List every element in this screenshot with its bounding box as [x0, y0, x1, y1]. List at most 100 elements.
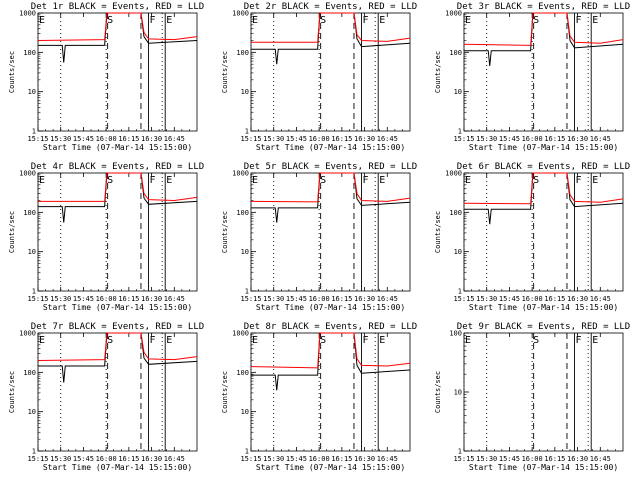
y-axis-label: Counts/sec: [434, 211, 442, 253]
time-marker-label: E: [465, 175, 471, 186]
time-marker-label: F: [576, 335, 582, 346]
time-marker-label: E: [592, 15, 598, 26]
y-tick-label: 1000: [232, 330, 249, 338]
x-tick-label: 15:30: [263, 295, 284, 303]
x-axis-label: Start Time (07-Mar-14 15:15:00): [469, 463, 618, 472]
x-tick-label: 16:45: [164, 135, 185, 143]
y-axis-label: Counts/sec: [434, 371, 442, 413]
y-tick-label: 1: [245, 448, 249, 456]
y-tick-label: 10: [454, 248, 462, 256]
time-marker-label: E: [252, 175, 258, 186]
y-axis-label: Counts/sec: [8, 51, 16, 93]
y-tick-label: 1: [245, 128, 249, 136]
time-marker-label: E: [166, 15, 172, 26]
x-tick-label: 16:30: [354, 135, 375, 143]
x-tick-label: 15:15: [240, 135, 261, 143]
series-lld-line: [37, 12, 198, 41]
x-tick-label: 15:30: [50, 135, 71, 143]
time-marker-label: E: [379, 175, 385, 186]
x-tick-label: 16:45: [164, 295, 185, 303]
y-tick-label: 10: [28, 88, 36, 96]
x-axis-label: Start Time (07-Mar-14 15:15:00): [43, 143, 192, 152]
plot-frame: [250, 332, 411, 452]
panel-title: Det 2r BLACK = Events, RED = LLD: [244, 2, 417, 12]
x-tick-label: 16:15: [331, 455, 352, 463]
time-marker-label: E: [592, 335, 598, 346]
x-tick-label: 16:00: [522, 135, 543, 143]
time-marker-label: F: [363, 175, 369, 186]
x-axis-label: Start Time (07-Mar-14 15:15:00): [43, 303, 192, 312]
time-marker-label: E: [379, 335, 385, 346]
x-tick-label: 16:45: [377, 455, 398, 463]
x-tick-label: 16:00: [309, 295, 330, 303]
panel-title: Det 3r BLACK = Events, RED = LLD: [457, 2, 630, 12]
y-tick-label: 10: [454, 88, 462, 96]
time-marker-label: E: [166, 335, 172, 346]
panel-title: Det 4r BLACK = Events, RED = LLD: [31, 162, 204, 172]
time-marker-label: S: [320, 175, 326, 186]
y-tick-label: 1: [245, 288, 249, 296]
time-marker-label: S: [107, 335, 113, 346]
time-marker-label: F: [363, 335, 369, 346]
time-marker-label: F: [150, 15, 156, 26]
panel-det-7: Det 7r BLACK = Events, RED = LLD 1 10 100 10…: [8, 322, 204, 472]
x-tick-label: 16:45: [164, 455, 185, 463]
y-tick-label: 100: [23, 209, 36, 217]
x-tick-label: 15:30: [50, 295, 71, 303]
y-tick-label: 10: [28, 248, 36, 256]
series-lld-line: [250, 172, 411, 203]
x-tick-label: 15:15: [240, 295, 261, 303]
time-marker-label: F: [363, 15, 369, 26]
x-axis-label: Start Time (07-Mar-14 15:15:00): [43, 463, 192, 472]
time-marker-label: E: [252, 335, 258, 346]
time-marker-label: E: [39, 175, 45, 186]
y-tick-label: 1: [32, 448, 36, 456]
x-tick-label: 16:15: [544, 455, 565, 463]
time-marker-label: E: [39, 335, 45, 346]
time-marker-label: E: [39, 15, 45, 26]
time-marker-label: S: [533, 175, 539, 186]
x-tick-label: 15:45: [286, 295, 307, 303]
x-tick-label: 16:00: [522, 455, 543, 463]
y-tick-label: 10: [28, 408, 36, 416]
panel-det-3: Det 3r BLACK = Events, RED = LLD 1 10 100 10…: [434, 2, 630, 152]
series-events-line: [251, 332, 411, 391]
y-tick-label: 1000: [445, 10, 462, 18]
x-tick-label: 16:30: [141, 295, 162, 303]
y-tick-label: 100: [23, 369, 36, 377]
time-marker-label: E: [379, 15, 385, 26]
panel-det-8: Det 8r BLACK = Events, RED = LLD 1 10 100 10…: [221, 322, 417, 472]
y-axis-label: Counts/sec: [434, 51, 442, 93]
series-events-line: [38, 332, 198, 383]
time-marker-label: E: [465, 15, 471, 26]
series-events-line: [251, 12, 411, 65]
time-marker-label: E: [465, 335, 471, 346]
time-marker-label: S: [320, 15, 326, 26]
x-tick-label: 15:30: [476, 135, 497, 143]
y-tick-label: 10: [241, 88, 249, 96]
x-tick-label: 16:45: [590, 455, 611, 463]
plot-frame: [37, 332, 198, 452]
x-tick-label: 16:15: [331, 135, 352, 143]
plot-frame: [37, 172, 198, 292]
y-tick-label: 100: [236, 49, 249, 57]
plot-frame: [250, 172, 411, 292]
y-tick-label: 1000: [19, 10, 36, 18]
panel-det-9: Det 9r BLACK = Events, RED = LLD 1 10 100 15…: [434, 322, 630, 472]
x-tick-label: 15:15: [27, 295, 48, 303]
y-tick-label: 100: [236, 369, 249, 377]
y-tick-label: 100: [449, 49, 462, 57]
x-tick-label: 16:30: [567, 135, 588, 143]
panel-title: Det 9r BLACK = Events, RED = LLD: [457, 322, 630, 332]
x-tick-label: 15:45: [73, 455, 94, 463]
series-events-line: [464, 12, 624, 67]
y-tick-label: 1000: [445, 170, 462, 178]
plot-frame: [463, 172, 624, 292]
x-tick-label: 16:15: [118, 455, 139, 463]
time-marker-label: S: [320, 335, 326, 346]
x-tick-label: 15:30: [263, 135, 284, 143]
x-axis-label: Start Time (07-Mar-14 15:15:00): [256, 463, 405, 472]
y-tick-label: 100: [236, 209, 249, 217]
x-tick-label: 15:30: [476, 455, 497, 463]
x-tick-label: 16:30: [567, 295, 588, 303]
